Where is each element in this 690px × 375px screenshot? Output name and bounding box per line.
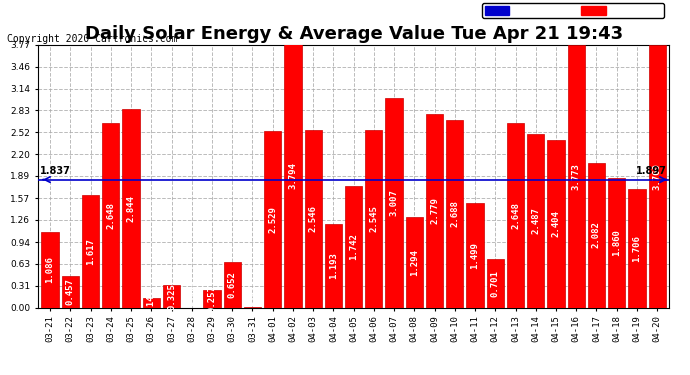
Text: 3.769: 3.769 <box>653 163 662 190</box>
Bar <box>507 123 524 308</box>
Text: 2.487: 2.487 <box>531 207 540 234</box>
Text: 3.007: 3.007 <box>390 189 399 216</box>
Bar <box>325 224 342 308</box>
Bar <box>102 123 119 308</box>
Bar <box>365 130 382 308</box>
Bar <box>568 45 585 308</box>
Bar <box>143 298 160 307</box>
Bar <box>386 98 403 308</box>
Text: 1.193: 1.193 <box>329 252 338 279</box>
Text: 2.648: 2.648 <box>106 202 115 229</box>
Bar <box>406 217 423 308</box>
Text: 1.706: 1.706 <box>633 235 642 261</box>
Text: 1.086: 1.086 <box>46 256 55 283</box>
Text: 0.000: 0.000 <box>187 279 196 306</box>
Bar <box>466 203 484 308</box>
Legend: Average  ($), Daily   ($): Average ($), Daily ($) <box>482 3 664 18</box>
Bar <box>547 140 564 308</box>
Bar <box>61 276 79 308</box>
Bar <box>446 120 464 308</box>
Bar <box>284 44 302 308</box>
Bar <box>41 232 59 308</box>
Bar <box>163 285 180 308</box>
Text: 0.701: 0.701 <box>491 270 500 297</box>
Text: 0.257: 0.257 <box>208 285 217 312</box>
Text: 0.652: 0.652 <box>228 272 237 298</box>
Text: 2.688: 2.688 <box>451 201 460 227</box>
Text: 2.546: 2.546 <box>308 206 317 232</box>
Text: 1.897: 1.897 <box>636 166 667 176</box>
Text: Copyright 2020 Cartronics.com: Copyright 2020 Cartronics.com <box>7 34 177 44</box>
Bar <box>304 130 322 308</box>
Bar <box>588 162 605 308</box>
Bar <box>204 290 221 308</box>
Bar <box>426 114 443 308</box>
Bar <box>244 307 261 308</box>
Text: 2.529: 2.529 <box>268 206 277 233</box>
Text: 1.742: 1.742 <box>349 233 358 260</box>
Text: 0.141: 0.141 <box>147 289 156 316</box>
Bar <box>608 178 625 308</box>
Bar <box>264 131 282 308</box>
Text: 1.499: 1.499 <box>471 242 480 269</box>
Text: 1.837: 1.837 <box>40 166 71 176</box>
Text: 2.404: 2.404 <box>551 210 560 237</box>
Text: 0.013: 0.013 <box>248 279 257 306</box>
Bar <box>486 259 504 308</box>
Text: 0.325: 0.325 <box>167 283 176 310</box>
Text: 1.860: 1.860 <box>612 229 621 256</box>
Text: 2.779: 2.779 <box>430 197 439 224</box>
Text: 3.773: 3.773 <box>572 163 581 190</box>
Text: 3.794: 3.794 <box>288 162 297 189</box>
Text: 1.617: 1.617 <box>86 238 95 265</box>
Title: Daily Solar Energy & Average Value Tue Apr 21 19:43: Daily Solar Energy & Average Value Tue A… <box>85 26 622 44</box>
Bar <box>82 195 99 308</box>
Text: 1.294: 1.294 <box>410 249 419 276</box>
Text: 0.457: 0.457 <box>66 278 75 305</box>
Bar <box>345 186 362 308</box>
Bar <box>649 45 666 308</box>
Bar <box>629 189 646 308</box>
Text: 2.844: 2.844 <box>126 195 135 222</box>
Bar <box>122 110 139 308</box>
Bar <box>527 134 544 308</box>
Bar <box>224 262 241 308</box>
Text: 2.648: 2.648 <box>511 202 520 229</box>
Text: 2.082: 2.082 <box>592 222 601 249</box>
Text: 2.545: 2.545 <box>369 206 378 232</box>
